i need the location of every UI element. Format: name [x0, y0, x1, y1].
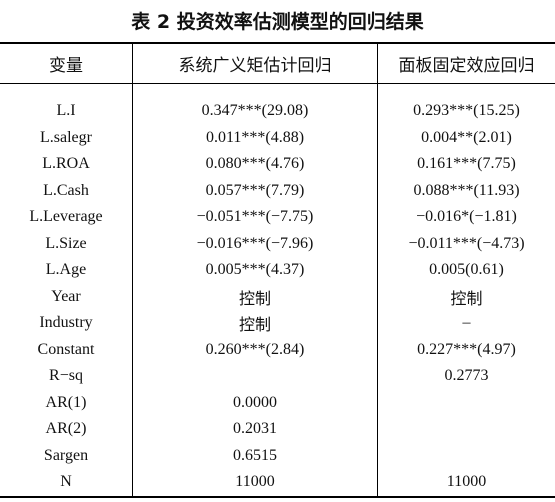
- cell: [378, 443, 555, 470]
- cell: 11000: [446, 473, 487, 491]
- cell: 0.004**(2.01): [421, 128, 512, 146]
- table-row: L.Leverage −0.051***(−7.75) −0.016*(−1.81): [0, 204, 555, 231]
- row-label: Industry: [39, 314, 93, 332]
- cell: 0.293***(15.25): [413, 102, 520, 120]
- cell: 0.227***(4.97): [417, 340, 516, 358]
- header-cell: 变量: [0, 43, 133, 84]
- table-row: Constant 0.260***(2.84) 0.227***(4.97): [0, 336, 555, 363]
- results-table: 变量 系统广义矩估计回归 面板固定效应回归 L.I 0.347***(29.08) 0.…: [0, 42, 555, 498]
- row-label: L.Cash: [43, 181, 89, 199]
- row-label: L.ROA: [42, 155, 90, 173]
- row-label: AR(2): [45, 420, 87, 438]
- cell: 0.2031: [132, 416, 378, 443]
- header-row: 变量 系统广义矩估计回归 面板固定效应回归: [0, 43, 555, 84]
- cell: 0.260***(2.84): [132, 336, 378, 363]
- cell: 11000: [132, 469, 378, 497]
- cell: 0.161***(7.75): [417, 155, 516, 173]
- table-body: L.I 0.347***(29.08) 0.293***(15.25) L.saleg…: [0, 83, 555, 497]
- cell: −0.016***(−7.96): [132, 230, 378, 257]
- cell: 控制: [450, 290, 483, 308]
- row-label: AR(1): [45, 393, 87, 411]
- row-label: L.Leverage: [29, 208, 103, 226]
- table-row: L.Size −0.016***(−7.96) −0.011***(−4.73): [0, 230, 555, 257]
- cell: 控制: [132, 310, 378, 337]
- table-row: Year 控制 控制: [0, 283, 555, 310]
- table-row: Industry 控制 –: [0, 310, 555, 337]
- table-row: Sargen 0.6515: [0, 442, 555, 470]
- cell: 0.2773: [444, 367, 489, 385]
- row-label: L.Age: [45, 261, 87, 279]
- cell: −0.051***(−7.75): [132, 204, 378, 231]
- cell: 0.0000: [132, 389, 378, 416]
- row-label: L.salegr: [40, 128, 92, 146]
- row-label: Year: [51, 287, 81, 305]
- table-row: L.I 0.347***(29.08) 0.293***(15.25): [0, 83, 555, 125]
- row-label: N: [60, 473, 72, 491]
- cell: −0.011***(−4.73): [408, 234, 525, 252]
- cell: 0.005(0.61): [429, 261, 504, 279]
- table-row: L.salegr 0.011***(4.88) 0.004**(2.01): [0, 124, 555, 151]
- cell: 0.011***(4.88): [132, 124, 378, 151]
- cell: 0.347***(29.08): [132, 83, 378, 125]
- table-row: L.ROA 0.080***(4.76) 0.161***(7.75): [0, 151, 555, 178]
- row-label: Constant: [37, 340, 95, 358]
- cell: 0.6515: [132, 442, 378, 469]
- row-label: L.Size: [45, 234, 87, 252]
- table-row: R−sq 0.2773: [0, 363, 555, 390]
- row-label: L.I: [56, 102, 76, 120]
- cell: −0.016*(−1.81): [416, 208, 517, 226]
- table-row: L.Cash 0.057***(7.79) 0.088***(11.93): [0, 177, 555, 204]
- cell: [378, 416, 555, 443]
- cell: [378, 390, 555, 417]
- cell: 0.088***(11.93): [413, 181, 520, 199]
- header-cell: 系统广义矩估计回归: [132, 43, 378, 84]
- table-row: N 11000 11000: [0, 469, 555, 497]
- row-label: R−sq: [49, 367, 83, 385]
- row-label: Sargen: [43, 446, 89, 464]
- cell: 控制: [132, 283, 378, 310]
- header-cell: 面板固定效应回归: [377, 43, 555, 84]
- table-row: AR(2) 0.2031: [0, 416, 555, 443]
- cell: [132, 363, 378, 390]
- table-row: AR(1) 0.0000: [0, 389, 555, 417]
- cell: –: [462, 314, 471, 332]
- cell: 0.080***(4.76): [132, 151, 378, 178]
- table-title: 表 2 投资效率估测模型的回归结果: [131, 11, 424, 33]
- cell: 0.057***(7.79): [132, 177, 378, 204]
- cell: 0.005***(4.37): [132, 257, 378, 284]
- table-row: L.Age 0.005***(4.37) 0.005(0.61): [0, 257, 555, 284]
